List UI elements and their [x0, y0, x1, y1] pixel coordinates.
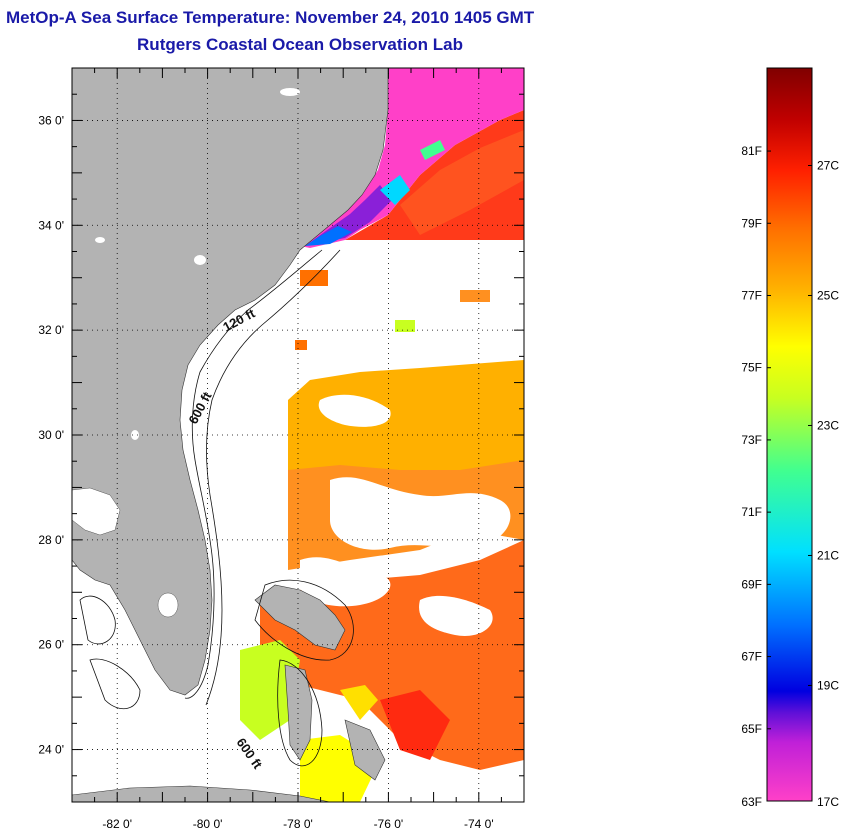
colorbar-f-label: 69F [741, 577, 762, 591]
lat-tick-label: 36 0' [38, 113, 64, 127]
colorbar-f-label: 81F [741, 144, 762, 158]
lat-tick-label: 34 0' [38, 218, 64, 232]
colorbar-c-label: 19C [817, 678, 839, 692]
colorbar-gradient [766, 67, 813, 802]
colorbar-c-label: 23C [817, 418, 839, 432]
lon-tick-label: -80 0' [193, 817, 223, 831]
colorbar-f-label: 77F [741, 288, 762, 302]
lat-tick-label: 30 0' [38, 428, 64, 442]
latitude-labels: 36 0' 34 0' 32 0' 30 0' 28 0' 26 0' 24 0' [38, 113, 64, 756]
lon-tick-label: -76 0' [374, 817, 404, 831]
colorbar-f-label: 65F [741, 722, 762, 736]
lon-tick-label: -78 0' [283, 817, 313, 831]
lat-tick-label: 26 0' [38, 638, 64, 652]
colorbar-c-label: 27C [817, 158, 839, 172]
colorbar-c-label: 25C [817, 288, 839, 302]
map-title: MetOp-A Sea Surface Temperature: Novembe… [6, 8, 535, 27]
colorbar-f-label: 63F [741, 795, 762, 809]
colorbar-c-label: 17C [817, 795, 839, 809]
lat-tick-label: 24 0' [38, 743, 64, 757]
lon-tick-label: -82 0' [102, 817, 132, 831]
colorbar-c-label: 21C [817, 548, 839, 562]
colorbar-f-label: 75F [741, 361, 762, 375]
land-layer [72, 68, 389, 802]
colorbar-f-label: 67F [741, 650, 762, 664]
map-frame [71, 67, 525, 803]
sst-data-layer [240, 68, 524, 802]
lat-tick-label: 28 0' [38, 533, 64, 547]
lon-tick-label: -74 0' [464, 817, 494, 831]
bathymetry-contours [79, 249, 354, 767]
lat-tick-label: 32 0' [38, 323, 64, 337]
colorbar-celsius-labels: 27C 25C 23C 21C 19C 17C [808, 158, 839, 809]
colorbar-fahrenheit-labels: 81F 79F 77F 75F 73F 71F 69F 67F 65F 63F [741, 144, 771, 809]
colorbar-f-label: 73F [741, 433, 762, 447]
colorbar-f-label: 79F [741, 216, 762, 230]
longitude-labels: -82 0' -80 0' -78 0' -76 0' -74 0' [102, 817, 493, 831]
colorbar-f-label: 71F [741, 505, 762, 519]
map-subtitle: Rutgers Coastal Ocean Observation Lab [137, 35, 463, 54]
